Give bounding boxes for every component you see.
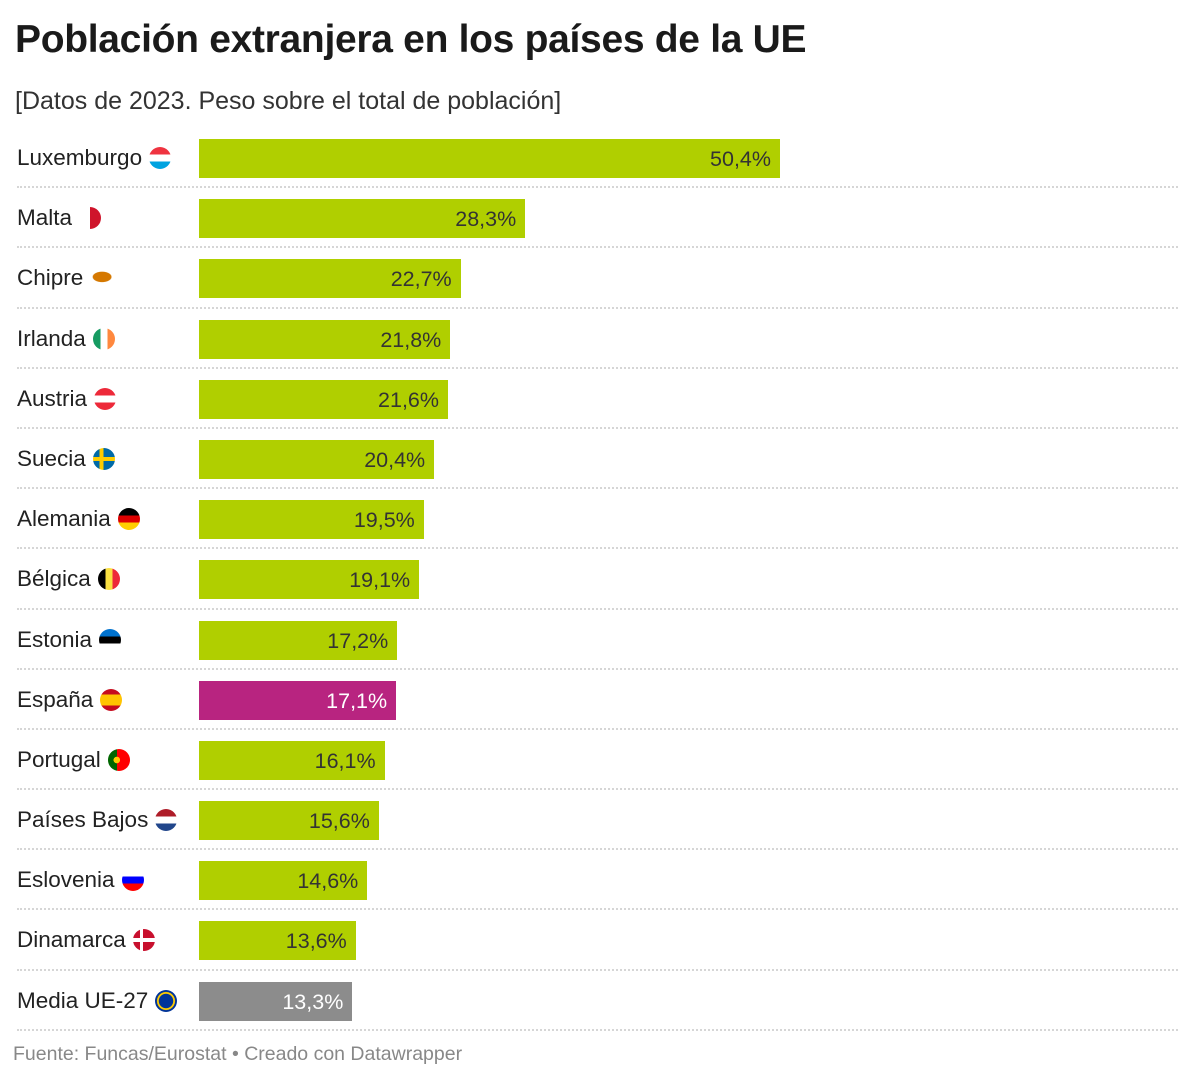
category-text: Portugal: [17, 746, 101, 772]
category-text: Países Bajos: [17, 807, 149, 833]
bar-row: Bélgica 19,1%: [17, 549, 1178, 610]
value-label: 13,3%: [282, 989, 344, 1014]
bar-row: Estonia 17,2%: [17, 610, 1178, 670]
category-text: Irlanda: [17, 325, 86, 351]
category-label: Alemania: [17, 506, 140, 532]
bar-row: Países Bajos 15,6%: [17, 790, 1178, 851]
value-label: 15,6%: [308, 809, 370, 834]
value-label: 21,8%: [380, 327, 442, 352]
bar: 28,3%: [199, 199, 526, 239]
category-text: Chipre: [17, 265, 84, 291]
category-text: Dinamarca: [17, 927, 126, 953]
value-label: 20,4%: [364, 447, 426, 472]
category-label: Países Bajos: [17, 807, 178, 833]
category-label: Irlanda: [17, 326, 115, 352]
flag-cyprus-icon: [90, 267, 113, 290]
bar: 17,2%: [199, 620, 398, 660]
value-label: 14,6%: [297, 869, 359, 894]
value-label: 28,3%: [455, 207, 517, 232]
bar-row: Luxemburgo 50,4%: [17, 128, 1178, 189]
bar-row: España 17,1%: [17, 670, 1178, 730]
category-label: Malta: [17, 205, 102, 231]
bar-row: Portugal 16,1%: [17, 730, 1178, 791]
bar: 13,6%: [199, 921, 356, 961]
category-label: Luxemburgo: [17, 145, 172, 171]
category-text: Austria: [17, 385, 88, 411]
bar: 19,5%: [199, 500, 424, 540]
category-label: Eslovenia: [17, 867, 144, 893]
bar: 21,8%: [199, 319, 451, 359]
value-label: 22,7%: [390, 267, 452, 292]
category-text: España: [17, 686, 94, 712]
chart-title: Población extranjera en los países de la…: [15, 18, 807, 61]
category-label: Media UE-27: [17, 987, 178, 1014]
category-label: Austria: [17, 385, 117, 412]
flag-sweden-icon: [92, 447, 115, 470]
flag-belgium-icon: [97, 568, 120, 591]
value-label: 17,1%: [326, 688, 388, 713]
flag-spain-icon: [100, 688, 123, 711]
flag-germany-icon: [117, 508, 140, 531]
flag-austria-icon: [94, 387, 117, 410]
category-text: Suecia: [17, 445, 86, 471]
bar: 19,1%: [199, 560, 420, 600]
bar: 14,6%: [199, 861, 368, 901]
bar-row: Media UE-27 13,3%: [17, 971, 1178, 1031]
flag-portugal-icon: [107, 748, 130, 771]
bar-row: Irlanda 21,8%: [17, 309, 1178, 369]
flag-luxembourg-icon: [149, 147, 172, 169]
category-label: Chipre: [17, 265, 113, 291]
flag-denmark-icon: [132, 929, 155, 952]
bar: 21,6%: [199, 379, 448, 419]
bar: 50,4%: [199, 139, 780, 178]
category-text: Media UE-27: [17, 987, 149, 1013]
bar: 13,3%: [199, 981, 353, 1021]
bar-row: Chipre 22,7%: [17, 248, 1178, 309]
flag-malta-icon: [79, 207, 102, 230]
category-text: Estonia: [17, 626, 93, 652]
bar-row: Alemania 19,5%: [17, 489, 1178, 550]
bar-row: Malta 28,3%: [17, 188, 1178, 249]
flag-estonia-icon: [99, 628, 122, 651]
flag-slovenia-icon: [121, 869, 144, 892]
bar: 22,7%: [199, 259, 461, 299]
category-text: Malta: [17, 205, 73, 231]
category-label: España: [17, 686, 123, 713]
category-text: Eslovenia: [17, 867, 115, 893]
bar-row: Suecia 20,4%: [17, 429, 1178, 490]
flag-netherlands-icon: [155, 809, 178, 832]
category-label: Estonia: [17, 626, 122, 653]
value-label: 19,1%: [349, 568, 411, 593]
value-label: 16,1%: [314, 748, 376, 773]
bar: 20,4%: [199, 439, 435, 479]
bar-chart: Luxemburgo 50,4% Malta 28,3% Chipre 22,7% Irla…: [17, 128, 1178, 1031]
flag-eu-icon: [155, 989, 178, 1012]
value-label: 50,4%: [710, 147, 771, 171]
bar: 16,1%: [199, 740, 385, 780]
category-text: Luxemburgo: [17, 145, 143, 170]
category-label: Portugal: [17, 747, 130, 773]
category-text: Alemania: [17, 506, 111, 532]
bar: 17,1%: [199, 680, 397, 720]
flag-ireland-icon: [92, 327, 115, 350]
bar-row: Austria 21,6%: [17, 369, 1178, 429]
source-note: Fuente: Funcas/Eurostat • Creado con Dat…: [13, 1043, 463, 1065]
chart-subtitle: [Datos de 2023. Peso sobre el total de p…: [15, 87, 562, 115]
value-label: 13,6%: [285, 929, 347, 954]
category-label: Bélgica: [17, 566, 120, 592]
bar-row: Dinamarca 13,6%: [17, 910, 1178, 971]
bar: 15,6%: [199, 801, 379, 841]
category-text: Bélgica: [17, 566, 91, 592]
category-label: Suecia: [17, 446, 115, 472]
value-label: 19,5%: [353, 508, 415, 533]
category-label: Dinamarca: [17, 927, 155, 953]
value-label: 17,2%: [327, 628, 389, 653]
value-label: 21,6%: [378, 387, 439, 412]
bar-row: Eslovenia 14,6%: [17, 850, 1178, 911]
